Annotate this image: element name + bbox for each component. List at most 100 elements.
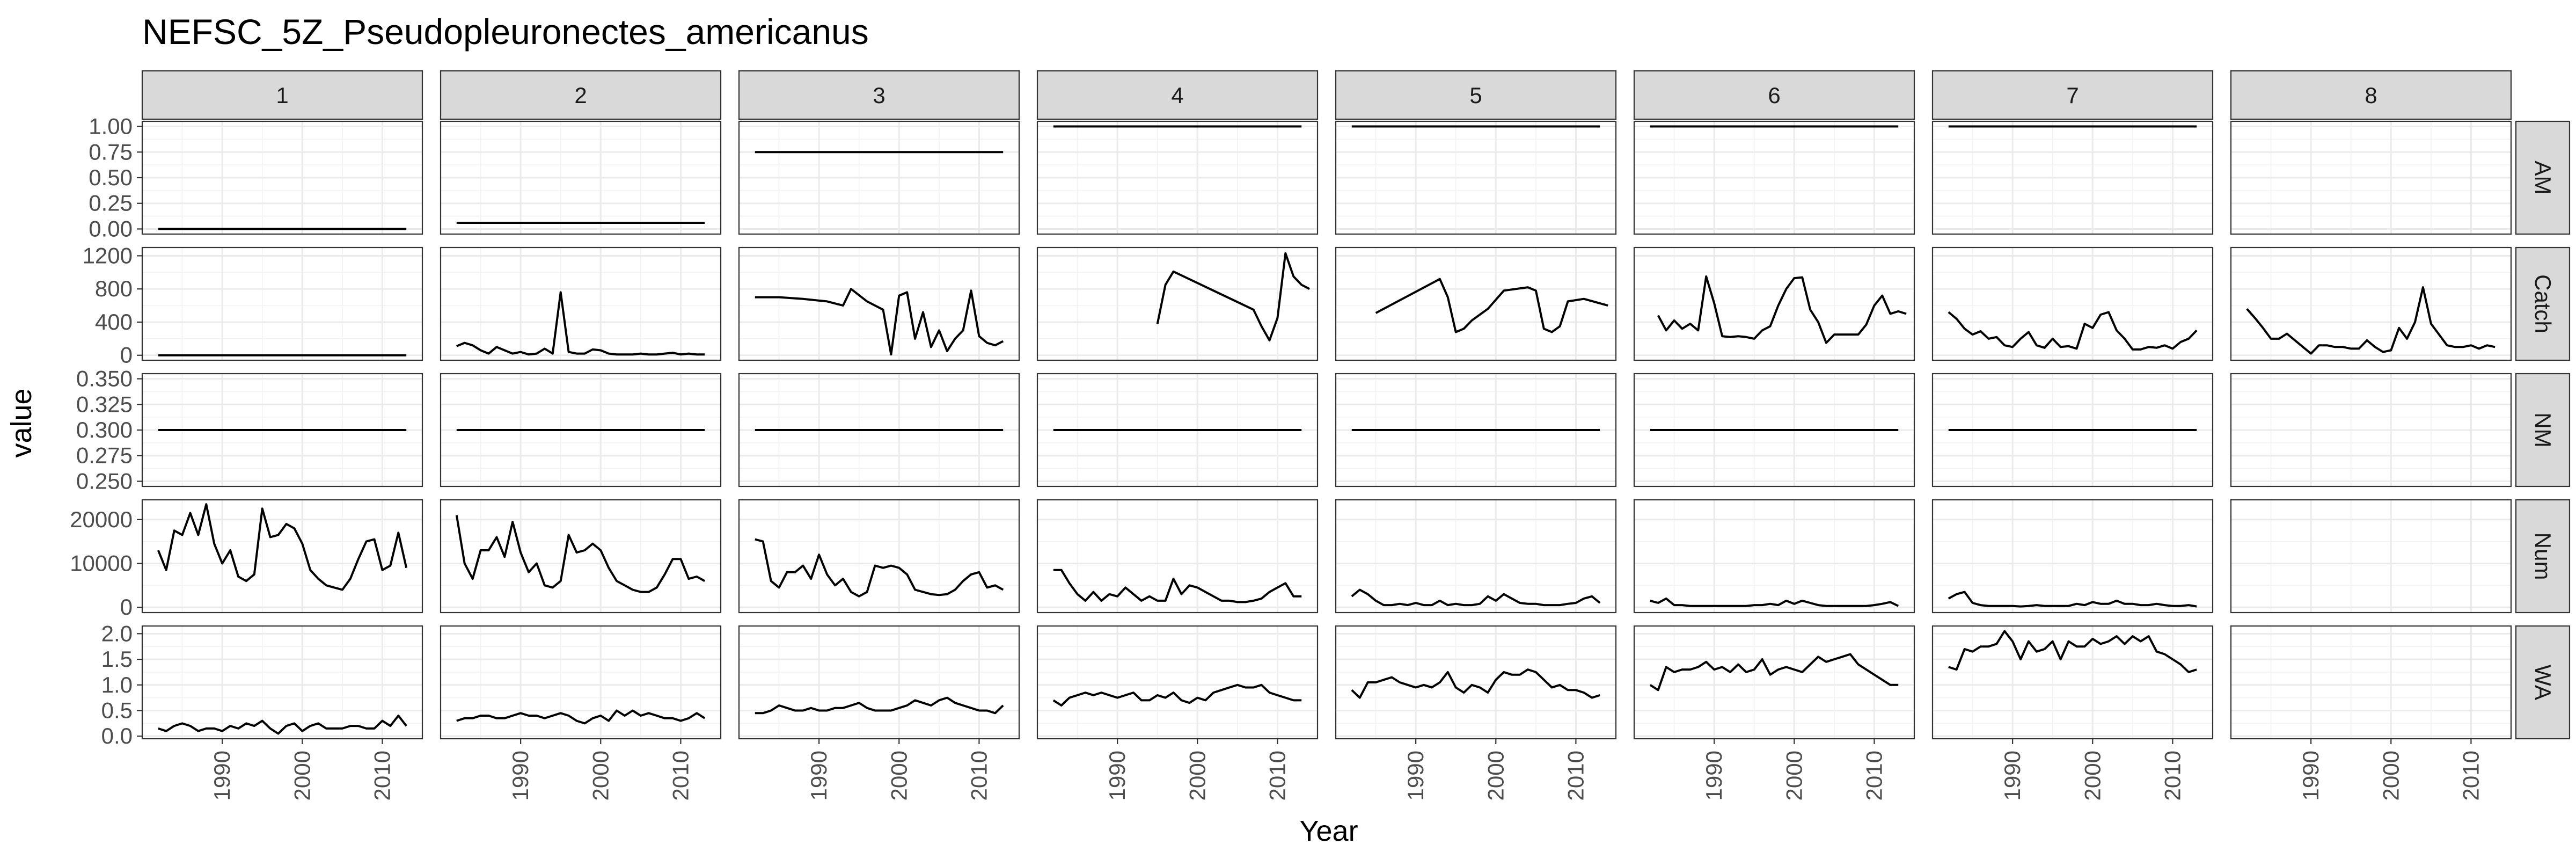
y-tick-label: 0.300	[76, 417, 133, 442]
panel-border	[141, 373, 423, 487]
facet-panel	[1633, 120, 1915, 235]
facet-panel	[440, 499, 722, 614]
facet-panel	[2230, 373, 2512, 487]
panel-background	[441, 500, 721, 613]
series-line	[456, 291, 705, 356]
panel-border	[440, 246, 722, 361]
column-strip-label: 3	[873, 83, 885, 108]
column-strip-label: 2	[574, 83, 587, 108]
facet-panel	[141, 625, 423, 740]
y-tick-label: 0.250	[76, 468, 133, 493]
panel-border	[738, 499, 1020, 614]
y-tick-label: 0.00	[89, 216, 133, 241]
facet-panel	[1633, 373, 1915, 487]
series-line	[1053, 569, 1302, 603]
panel-background	[441, 626, 721, 739]
panel-border	[1335, 373, 1617, 487]
column-strip-label: 1	[276, 83, 288, 108]
panel-background	[1634, 500, 1914, 613]
y-tick-label: 1.00	[89, 114, 133, 139]
x-tick-label: 2000	[1184, 751, 1210, 800]
series-line	[1948, 311, 2198, 351]
series-line	[1351, 668, 1600, 699]
column-strip	[2230, 70, 2512, 120]
panel-background	[142, 500, 422, 613]
panel-border	[1036, 373, 1319, 487]
facet-panel	[1931, 373, 2214, 487]
panel-border	[1335, 625, 1617, 740]
x-tick-label: 2000	[289, 751, 314, 800]
panel-background	[142, 247, 422, 360]
facet-panel	[141, 499, 423, 614]
facet-panel	[1633, 625, 1915, 740]
column-strip	[440, 70, 722, 120]
x-tick-label: 2010	[369, 751, 394, 800]
panel-border	[141, 625, 423, 740]
facet-panel	[1335, 499, 1617, 614]
panel-border	[141, 499, 423, 614]
panel-border	[1931, 373, 2214, 487]
panel-border	[1036, 120, 1319, 235]
facet-panel	[440, 120, 722, 235]
x-tick-label: 2010	[668, 751, 693, 800]
y-axis-title: value	[5, 388, 38, 457]
series-line	[1948, 630, 2197, 673]
facet-panel	[2230, 246, 2512, 361]
panel-background	[2231, 626, 2511, 739]
panel-border	[1633, 120, 1915, 235]
facet-panel	[738, 246, 1020, 361]
column-strip-label: 6	[1768, 83, 1780, 108]
series-line	[456, 709, 706, 725]
panel-border	[1036, 625, 1319, 740]
x-tick-label: 2010	[1861, 751, 1886, 800]
row-strip-label: AM	[2530, 161, 2556, 195]
panel-border	[1335, 120, 1617, 235]
y-tick-label: 0	[120, 594, 133, 620]
series-line	[1351, 588, 1601, 607]
facet-panel	[738, 499, 1020, 614]
panel-border	[440, 499, 722, 614]
panel-border	[1633, 625, 1915, 740]
row-strip	[2515, 499, 2571, 614]
facet-panels: 1 2 3 4 5 6 7 8AM0.000.250.500.751.00Catch04008…	[70, 70, 2571, 800]
facet-panel	[141, 246, 423, 361]
row-strip-label: Catch	[2530, 274, 2556, 333]
y-tick-label: 0.25	[89, 191, 133, 216]
x-tick-label: 2010	[2160, 751, 2185, 800]
series-line	[1052, 683, 1302, 707]
y-tick-label: 1.0	[101, 672, 133, 697]
facet-panel	[1036, 625, 1319, 740]
x-tick-label: 1990	[2298, 751, 2323, 800]
panel-border	[2230, 246, 2512, 361]
x-tick-label: 2000	[588, 751, 613, 800]
facet-panel	[141, 120, 423, 235]
facet-panel	[1335, 120, 1617, 235]
facet-panel	[2230, 499, 2512, 614]
row-strip-label: WA	[2530, 665, 2556, 700]
series-line	[157, 503, 408, 591]
panel-border	[1633, 499, 1915, 614]
y-tick-label: 0	[120, 343, 133, 368]
panel-background	[1336, 626, 1616, 739]
x-tick-label: 2010	[966, 751, 991, 800]
y-tick-label: 0.50	[89, 165, 133, 190]
series-line	[1375, 278, 1608, 333]
panel-background	[1037, 247, 1318, 360]
panel-border	[2230, 625, 2512, 740]
panel-border	[440, 120, 722, 235]
panel-background	[1634, 247, 1914, 360]
panel-background	[739, 626, 1019, 739]
panel-background	[441, 247, 721, 360]
panel-background	[1933, 247, 2213, 360]
facet-panel	[1931, 625, 2214, 740]
panel-border	[440, 373, 722, 487]
panel-background	[2231, 247, 2511, 360]
series-line	[1948, 591, 2197, 608]
panel-border	[440, 625, 722, 740]
row-strip-label: Num	[2530, 533, 2556, 580]
panel-border	[1633, 246, 1915, 361]
y-tick-label: 0.0	[101, 723, 133, 748]
facet-panel	[1335, 246, 1617, 361]
column-strip	[1633, 70, 1915, 120]
y-tick-label: 0.325	[76, 391, 133, 417]
